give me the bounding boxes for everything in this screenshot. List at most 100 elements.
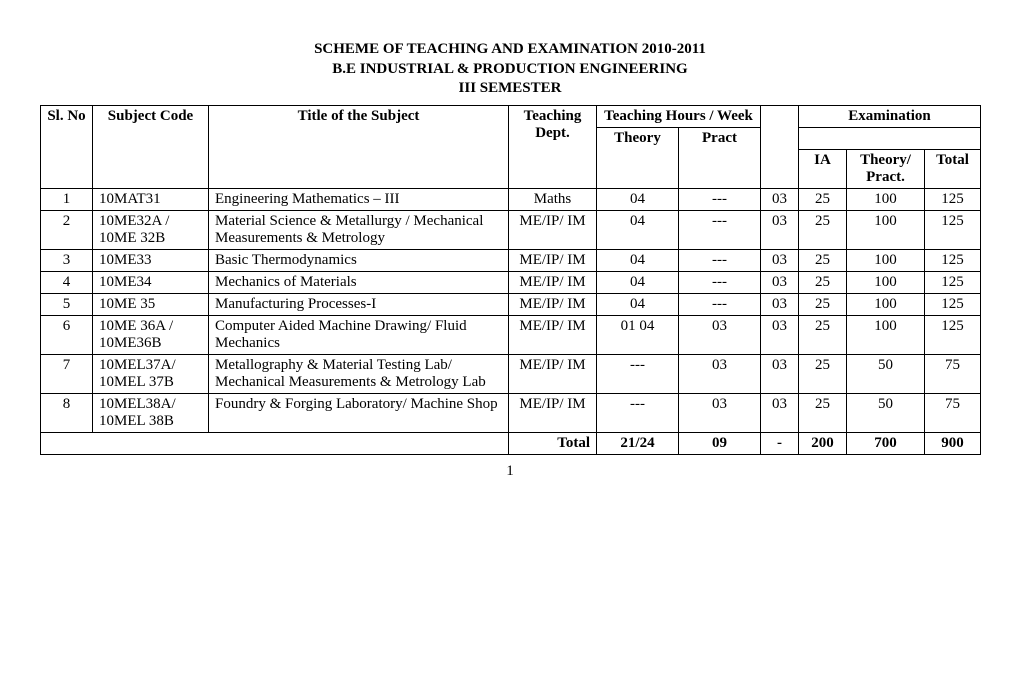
cell-title: Material Science & Metallurgy / Mechanic… xyxy=(209,210,509,249)
cell-tp: 100 xyxy=(847,188,925,210)
cell-tp: 100 xyxy=(847,293,925,315)
cell-pract: --- xyxy=(679,271,761,293)
cell-tp: 50 xyxy=(847,354,925,393)
cell-dept: ME/IP/ IM xyxy=(509,354,597,393)
cell-total: 125 xyxy=(925,249,981,271)
table-row: 610ME 36A / 10ME36BComputer Aided Machin… xyxy=(41,315,981,354)
cell-title: Engineering Mathematics – III xyxy=(209,188,509,210)
cell-dur: 03 xyxy=(761,271,799,293)
cell-title: Foundry & Forging Laboratory/ Machine Sh… xyxy=(209,393,509,432)
total-total: 900 xyxy=(925,432,981,454)
cell-sl: 6 xyxy=(41,315,93,354)
table-row: 710MEL37A/ 10MEL 37BMetallography & Mate… xyxy=(41,354,981,393)
cell-dept: ME/IP/ IM xyxy=(509,393,597,432)
cell-sl: 8 xyxy=(41,393,93,432)
table-row: 410ME34Mechanics of MaterialsME/IP/ IM04… xyxy=(41,271,981,293)
cell-pract: --- xyxy=(679,188,761,210)
cell-theory: 04 xyxy=(597,293,679,315)
col-theory: Theory xyxy=(597,127,679,188)
cell-total: 125 xyxy=(925,315,981,354)
cell-dur: 03 xyxy=(761,293,799,315)
cell-total: 125 xyxy=(925,271,981,293)
document-heading: SCHEME OF TEACHING AND EXAMINATION 2010-… xyxy=(40,40,980,99)
table-row: 210ME32A / 10ME 32BMaterial Science & Me… xyxy=(41,210,981,249)
cell-dept: ME/IP/ IM xyxy=(509,249,597,271)
col-exam-spacer xyxy=(799,127,981,149)
table-row: 310ME33Basic ThermodynamicsME/IP/ IM04--… xyxy=(41,249,981,271)
cell-ia: 25 xyxy=(799,271,847,293)
cell-total: 75 xyxy=(925,393,981,432)
cell-total: 125 xyxy=(925,293,981,315)
col-exam-group: Examination xyxy=(799,105,981,127)
cell-theory: 04 xyxy=(597,210,679,249)
cell-code: 10MAT31 xyxy=(93,188,209,210)
table-row: 810MEL38A/ 10MEL 38BFoundry & Forging La… xyxy=(41,393,981,432)
cell-dept: ME/IP/ IM xyxy=(509,293,597,315)
cell-dur: 03 xyxy=(761,210,799,249)
heading-line-1: SCHEME OF TEACHING AND EXAMINATION 2010-… xyxy=(40,40,980,60)
cell-ia: 25 xyxy=(799,210,847,249)
total-theory: 21/24 xyxy=(597,432,679,454)
total-label: Total xyxy=(509,432,597,454)
cell-theory: --- xyxy=(597,393,679,432)
table-total-row: Total 21/24 09 - 200 700 900 xyxy=(41,432,981,454)
cell-code: 10MEL38A/ 10MEL 38B xyxy=(93,393,209,432)
total-ia: 200 xyxy=(799,432,847,454)
cell-dur: 03 xyxy=(761,188,799,210)
cell-code: 10ME34 xyxy=(93,271,209,293)
cell-tp: 50 xyxy=(847,393,925,432)
col-pract: Pract xyxy=(679,127,761,188)
table-row: 510ME 35Manufacturing Processes-IME/IP/ … xyxy=(41,293,981,315)
cell-dept: Maths xyxy=(509,188,597,210)
cell-dur: 03 xyxy=(761,354,799,393)
cell-ia: 25 xyxy=(799,249,847,271)
total-dur: - xyxy=(761,432,799,454)
col-ia: IA xyxy=(799,149,847,188)
cell-ia: 25 xyxy=(799,393,847,432)
cell-total: 75 xyxy=(925,354,981,393)
heading-line-3: III SEMESTER xyxy=(40,79,980,99)
cell-tp: 100 xyxy=(847,210,925,249)
table-header-row: Sl. No Subject Code Title of the Subject… xyxy=(41,105,981,127)
cell-sl: 1 xyxy=(41,188,93,210)
cell-ia: 25 xyxy=(799,293,847,315)
col-title: Title of the Subject xyxy=(209,105,509,188)
cell-tp: 100 xyxy=(847,315,925,354)
cell-theory: 04 xyxy=(597,249,679,271)
cell-title: Mechanics of Materials xyxy=(209,271,509,293)
col-sl-no: Sl. No xyxy=(41,105,93,188)
cell-pract: 03 xyxy=(679,354,761,393)
cell-dept: ME/IP/ IM xyxy=(509,210,597,249)
cell-sl: 4 xyxy=(41,271,93,293)
cell-pract: --- xyxy=(679,249,761,271)
cell-pract: --- xyxy=(679,210,761,249)
scheme-table: Sl. No Subject Code Title of the Subject… xyxy=(40,105,981,455)
cell-code: 10ME 36A / 10ME36B xyxy=(93,315,209,354)
total-spacer xyxy=(41,432,509,454)
cell-title: Basic Thermodynamics xyxy=(209,249,509,271)
col-teaching-dept: Teaching Dept. xyxy=(509,105,597,188)
cell-sl: 5 xyxy=(41,293,93,315)
cell-dur: 03 xyxy=(761,393,799,432)
cell-title: Metallography & Material Testing Lab/ Me… xyxy=(209,354,509,393)
cell-tp: 100 xyxy=(847,249,925,271)
cell-title: Manufacturing Processes-I xyxy=(209,293,509,315)
col-hours-group: Teaching Hours / Week xyxy=(597,105,761,127)
total-pract: 09 xyxy=(679,432,761,454)
cell-dept: ME/IP/ IM xyxy=(509,315,597,354)
cell-sl: 7 xyxy=(41,354,93,393)
cell-ia: 25 xyxy=(799,315,847,354)
cell-code: 10ME33 xyxy=(93,249,209,271)
cell-code: 10MEL37A/ 10MEL 37B xyxy=(93,354,209,393)
cell-tp: 100 xyxy=(847,271,925,293)
cell-ia: 25 xyxy=(799,354,847,393)
cell-dur: 03 xyxy=(761,315,799,354)
cell-sl: 3 xyxy=(41,249,93,271)
cell-sl: 2 xyxy=(41,210,93,249)
cell-dept: ME/IP/ IM xyxy=(509,271,597,293)
heading-line-2: B.E INDUSTRIAL & PRODUCTION ENGINEERING xyxy=(40,60,980,80)
cell-title: Computer Aided Machine Drawing/ Fluid Me… xyxy=(209,315,509,354)
col-subject-code: Subject Code xyxy=(93,105,209,188)
cell-pract: --- xyxy=(679,293,761,315)
cell-theory: 04 xyxy=(597,271,679,293)
